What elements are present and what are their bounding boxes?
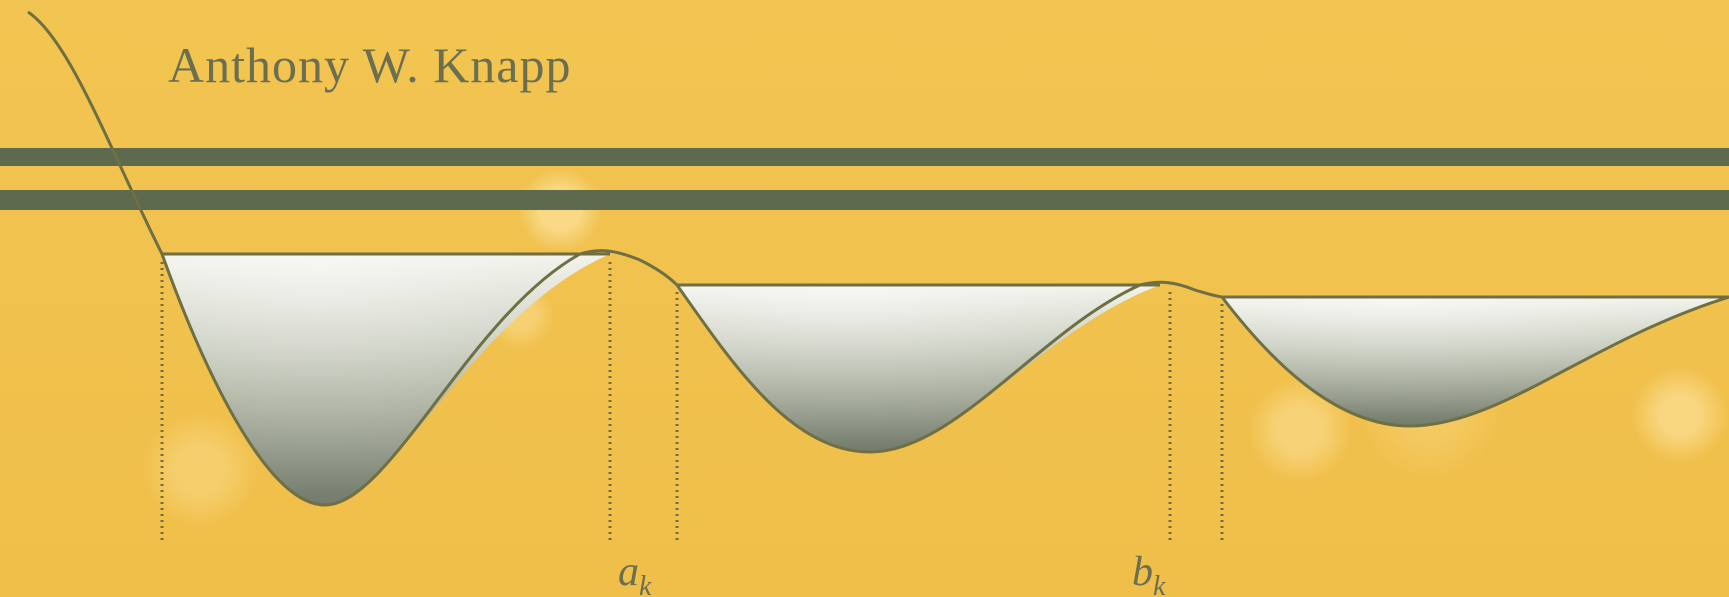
label-a-sub: k (639, 571, 652, 597)
label-a-base: a (618, 549, 639, 595)
label-b-base: b (1132, 549, 1153, 595)
label-a-k: ak (618, 549, 652, 597)
label-b-k: bk (1132, 549, 1166, 597)
label-b-sub: k (1153, 571, 1166, 597)
bottom-stripe (0, 190, 1729, 210)
author-name: Anthony W. Knapp (168, 37, 572, 93)
top-stripe (0, 148, 1729, 166)
damped-curve (27, 10, 1729, 507)
